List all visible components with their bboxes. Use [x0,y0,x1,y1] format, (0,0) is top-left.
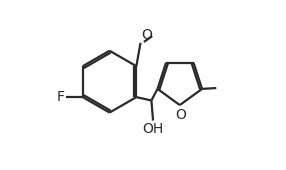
Text: F: F [56,90,64,104]
Text: OH: OH [142,122,164,136]
Text: O: O [141,28,152,42]
Text: O: O [175,108,186,122]
